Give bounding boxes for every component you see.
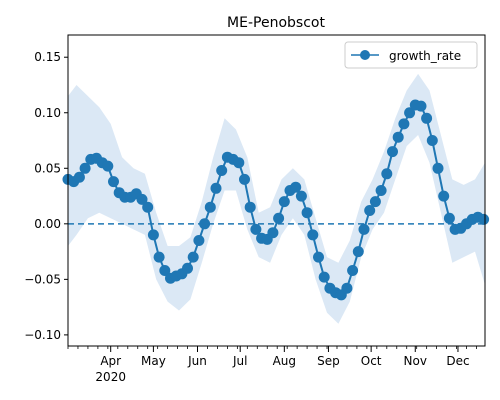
- x-tick-label: Oct: [361, 354, 382, 368]
- legend-marker: [360, 50, 370, 60]
- data-point: [108, 176, 119, 188]
- data-point: [369, 196, 381, 208]
- data-point: [318, 271, 330, 283]
- data-point: [404, 107, 416, 119]
- y-tick-label: 0.10: [34, 106, 61, 120]
- x-axis: Apr 2020 May Jun Jul Aug Sep Oct Nov Dec: [67, 346, 477, 384]
- y-tick-label: 0.05: [34, 161, 61, 175]
- confidence-band: [68, 73, 485, 324]
- data-point: [147, 229, 159, 241]
- legend: growth_rate: [344, 41, 478, 69]
- data-point: [381, 168, 393, 180]
- data-point: [187, 251, 199, 263]
- data-point: [438, 190, 450, 202]
- x-tick-label: Aug: [273, 354, 296, 368]
- data-point: [102, 160, 114, 172]
- data-point: [352, 246, 364, 258]
- data-point: [267, 227, 279, 239]
- data-point: [153, 251, 165, 263]
- data-point: [421, 112, 433, 124]
- x-tick-label: Apr: [100, 354, 121, 368]
- data-point: [358, 223, 370, 235]
- data-point: [193, 235, 205, 246]
- y-tick-label: −0.05: [24, 272, 61, 286]
- y-tick-label: 0.00: [34, 217, 61, 231]
- chart-title: ME-Penobscot: [227, 15, 325, 31]
- y-tick-label: −0.10: [24, 328, 61, 342]
- data-point: [199, 218, 211, 230]
- data-point: [443, 212, 455, 224]
- data-point: [239, 173, 250, 185]
- data-point: [73, 171, 85, 183]
- x-tick-year-label: 2020: [95, 370, 126, 384]
- x-tick-label: Dec: [446, 354, 469, 368]
- data-point: [204, 201, 216, 213]
- confidence-band-layer: [68, 73, 485, 324]
- data-point: [233, 157, 245, 169]
- series-layer: [62, 99, 490, 301]
- y-axis: −0.10 −0.05 0.00 0.05 0.10 0.15: [24, 50, 68, 342]
- x-tick-label: May: [141, 354, 166, 368]
- data-point: [142, 201, 154, 213]
- data-point: [307, 229, 319, 241]
- legend-box: [344, 41, 478, 69]
- data-point: [278, 196, 290, 208]
- data-point: [364, 205, 376, 216]
- data-point: [432, 162, 444, 174]
- data-point: [210, 182, 222, 194]
- data-point: [244, 201, 256, 213]
- data-point: [159, 265, 171, 276]
- data-point: [313, 251, 324, 263]
- data-point: [79, 162, 91, 174]
- y-tick-label: 0.15: [34, 50, 61, 64]
- data-point: [273, 212, 285, 224]
- data-point: [290, 181, 302, 193]
- data-point: [250, 223, 262, 235]
- data-point: [295, 190, 307, 202]
- legend-label: growth_rate: [389, 49, 461, 63]
- plot-frame: [67, 34, 486, 347]
- data-point: [415, 100, 427, 112]
- data-point: [398, 118, 410, 130]
- x-tick-label: Jul: [232, 354, 247, 368]
- data-point: [216, 165, 228, 176]
- data-point: [426, 135, 438, 146]
- data-point: [341, 282, 353, 294]
- x-tick-label: Nov: [404, 354, 427, 368]
- data-point: [375, 185, 387, 196]
- x-tick-label: Sep: [317, 354, 340, 368]
- data-point: [182, 262, 193, 274]
- data-point: [478, 213, 490, 225]
- data-point: [387, 146, 398, 158]
- data-point: [392, 131, 404, 143]
- data-point: [347, 265, 359, 276]
- data-point: [136, 193, 148, 205]
- data-point: [301, 207, 313, 219]
- x-tick-label: Jun: [187, 354, 207, 368]
